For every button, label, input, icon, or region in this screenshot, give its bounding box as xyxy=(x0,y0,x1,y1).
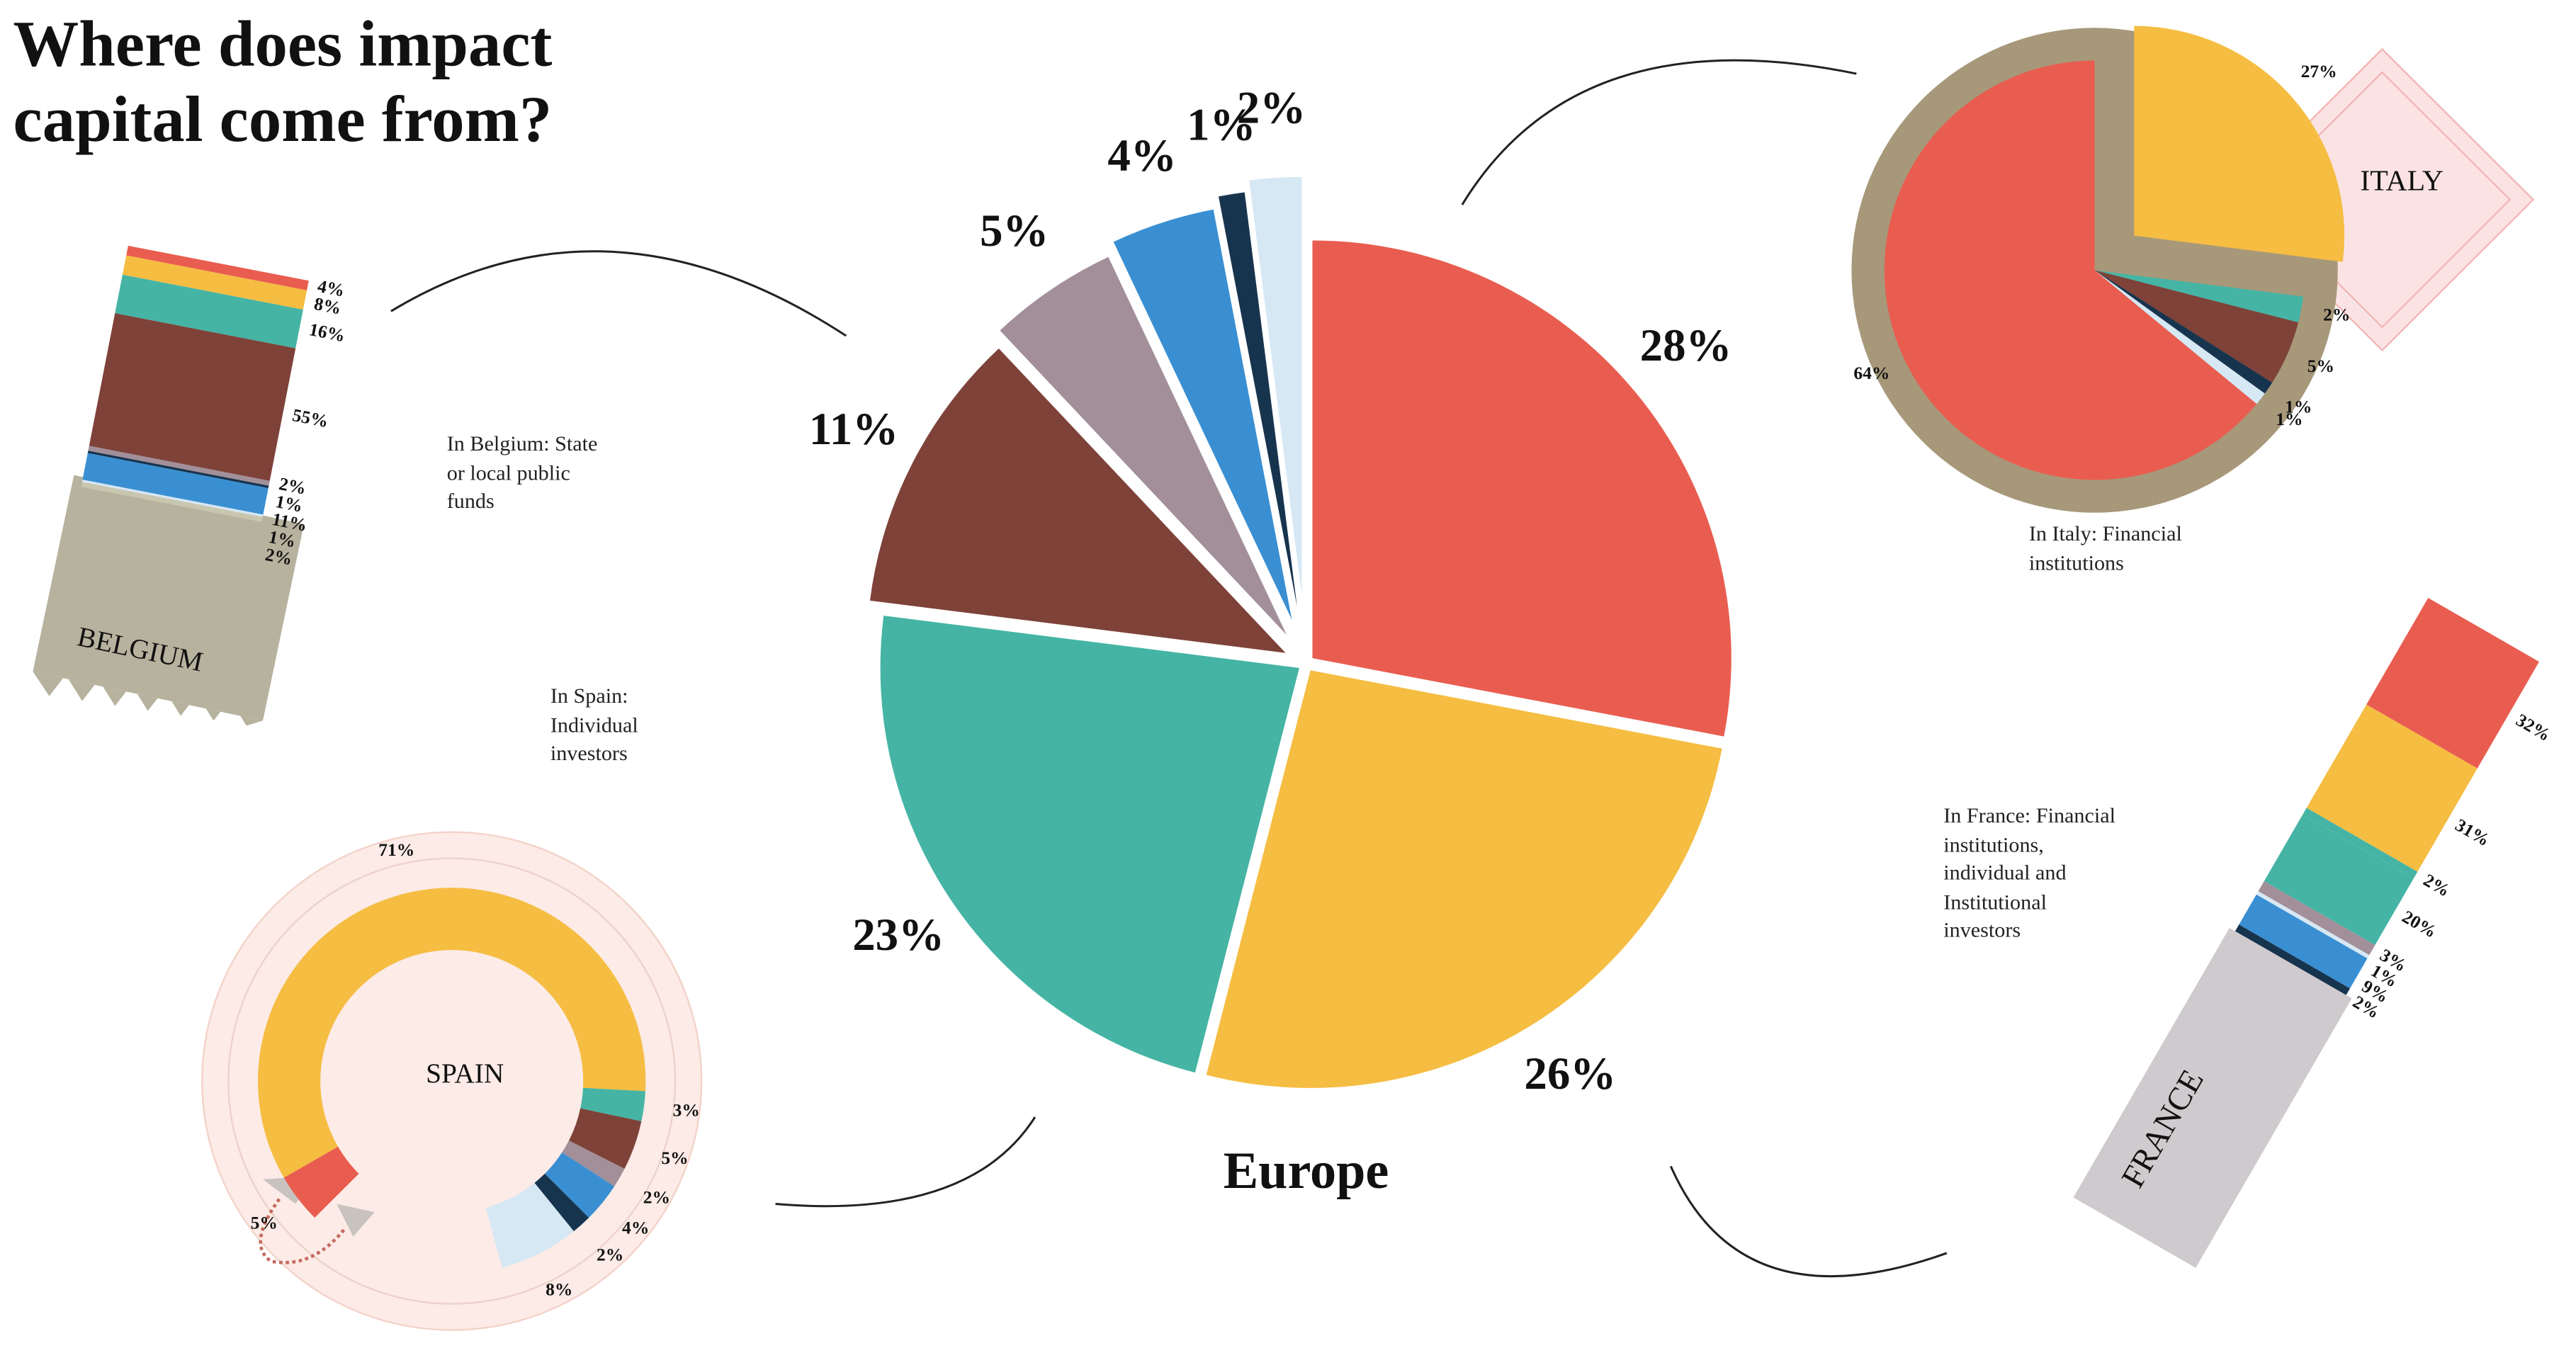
value-label: 5% xyxy=(980,205,1049,256)
value-label: 2% xyxy=(643,1187,670,1207)
connector xyxy=(1671,1166,1947,1276)
casing xyxy=(2074,928,2352,1268)
value-label: 4% xyxy=(622,1218,649,1238)
annotation: In Belgium: State or local public funds xyxy=(447,429,611,516)
value-label: 55% xyxy=(290,404,330,431)
value-label: 28% xyxy=(1640,320,1732,371)
annotation: In France: Financial institutions, indiv… xyxy=(1943,801,2124,945)
annotation: In Italy: Financial institutions xyxy=(2029,519,2193,577)
value-label: 5% xyxy=(661,1148,688,1168)
chart-label: ITALY xyxy=(2360,165,2444,198)
value-label: 11% xyxy=(809,404,898,455)
value-label: 5% xyxy=(2307,356,2334,376)
annotation: In Spain: Individual investors xyxy=(550,681,699,768)
chart-label: SPAIN xyxy=(426,1058,504,1089)
value-label: 5% xyxy=(251,1213,278,1233)
value-label: 64% xyxy=(1853,363,1889,383)
value-label: 2% xyxy=(2323,304,2350,324)
value-label: 2% xyxy=(597,1244,623,1264)
page-title: Where does impact capital come from? xyxy=(13,6,720,157)
value-label: 4% xyxy=(1107,130,1176,181)
value-label: 3% xyxy=(673,1099,700,1120)
value-label: 2% xyxy=(2420,869,2454,900)
value-label: 8% xyxy=(546,1279,572,1300)
connector xyxy=(776,1117,1035,1206)
value-label: 2% xyxy=(1237,83,1306,134)
infographic: 28%26%23%11%5%4%1%2%Europe4%8%16%55%2%1%… xyxy=(0,0,2576,1353)
connector xyxy=(391,251,846,336)
chart-label: Europe xyxy=(1224,1142,1389,1200)
value-label: 31% xyxy=(2452,815,2494,851)
value-label: 71% xyxy=(378,839,414,860)
value-label: 8% xyxy=(312,293,343,319)
value-label: 27% xyxy=(2301,61,2337,81)
value-label: 23% xyxy=(852,910,944,961)
value-label: 26% xyxy=(1524,1048,1616,1099)
pie-slice xyxy=(1207,670,1722,1088)
value-label: 20% xyxy=(2399,906,2441,942)
value-label: 1% xyxy=(2276,409,2303,429)
connector xyxy=(1462,60,1857,205)
chart: 28%26%23%11%5%4%1%2%Europe4%8%16%55%2%1%… xyxy=(0,0,2576,1353)
value-label: 16% xyxy=(307,319,347,346)
pie-slice xyxy=(1312,240,1731,736)
value-label: 32% xyxy=(2512,710,2554,746)
